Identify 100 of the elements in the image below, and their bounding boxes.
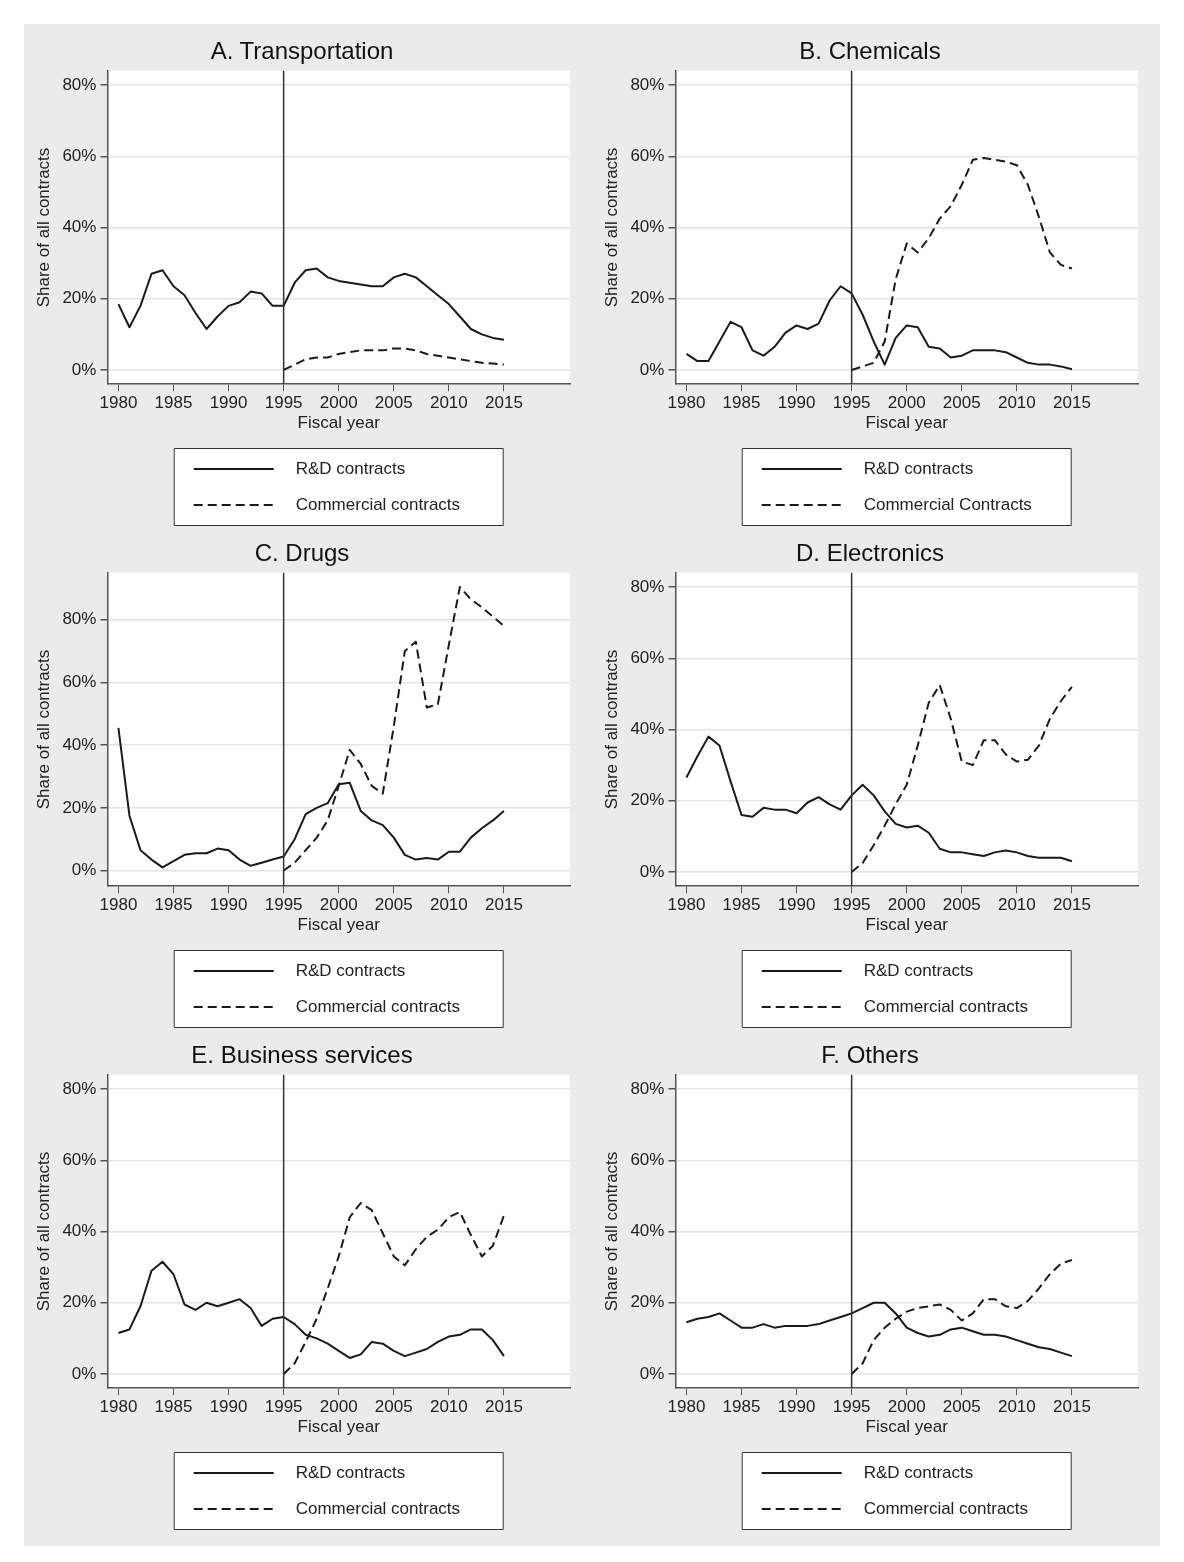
x-tick-label: 1985 xyxy=(722,1397,761,1417)
x-tick-label: 1995 xyxy=(264,895,303,915)
y-tick-label: 0% xyxy=(639,359,665,379)
y-axis-title: Share of all contracts xyxy=(33,649,53,810)
x-tick-label: 2005 xyxy=(942,895,981,915)
y-tick-label: 20% xyxy=(630,790,665,810)
x-tick-label: 1985 xyxy=(722,895,761,915)
legend-label: R&D contracts xyxy=(295,458,406,478)
x-tick-label: 1985 xyxy=(154,895,193,915)
x-tick-label: 1985 xyxy=(154,393,193,413)
legend-label: R&D contracts xyxy=(863,1462,974,1482)
chart-title: C. Drugs xyxy=(254,539,350,567)
legend-label: Commercial Contracts xyxy=(863,494,1032,514)
y-tick-label: 60% xyxy=(62,672,97,692)
x-tick-label: 2005 xyxy=(942,393,981,413)
x-axis-title: Fiscal year xyxy=(297,915,381,935)
y-tick-label: 20% xyxy=(630,288,665,308)
x-tick-label: 2000 xyxy=(319,895,358,915)
legend-label: R&D contracts xyxy=(295,960,406,980)
y-tick-label: 60% xyxy=(62,145,97,165)
y-tick-label: 20% xyxy=(62,288,97,308)
y-tick-label: 60% xyxy=(62,1149,97,1169)
y-axis-title: Share of all contracts xyxy=(601,649,621,810)
x-tick-label: 1990 xyxy=(209,393,248,413)
x-tick-label: 2005 xyxy=(374,393,413,413)
x-tick-label: 2010 xyxy=(997,393,1036,413)
x-tick-label: 1980 xyxy=(99,1397,138,1417)
x-tick-label: 1985 xyxy=(722,393,761,413)
y-tick-label: 60% xyxy=(630,1149,665,1169)
x-tick-label: 2015 xyxy=(1053,1397,1091,1417)
chart-title: E. Business services xyxy=(191,1041,413,1069)
line-series xyxy=(282,347,505,371)
x-tick-label: 1985 xyxy=(154,1397,193,1417)
x-tick-label: 2015 xyxy=(1053,895,1091,915)
x-axis-title: Fiscal year xyxy=(865,915,949,935)
x-tick-label: 1990 xyxy=(209,1397,248,1417)
x-axis-title: Fiscal year xyxy=(865,413,949,433)
y-axis-title: Share of all contracts xyxy=(601,1151,621,1312)
x-tick-label: 1980 xyxy=(99,895,138,915)
x-tick-label: 2010 xyxy=(429,1397,468,1417)
y-tick-label: 0% xyxy=(71,1363,97,1383)
x-tick-label: 2015 xyxy=(1053,393,1091,413)
x-tick-label: 1980 xyxy=(99,393,138,413)
x-tick-label: 2015 xyxy=(485,895,523,915)
legend-label: R&D contracts xyxy=(295,1462,406,1482)
x-tick-label: 1980 xyxy=(667,895,706,915)
x-tick-label: 1990 xyxy=(209,895,248,915)
y-tick-label: 40% xyxy=(630,1221,665,1241)
y-tick-label: 40% xyxy=(62,217,97,237)
x-tick-label: 2005 xyxy=(374,1397,413,1417)
chart-title: F. Others xyxy=(821,1041,919,1069)
y-tick-label: 80% xyxy=(62,609,97,629)
y-axis-title: Share of all contracts xyxy=(601,147,621,308)
x-axis-title: Fiscal year xyxy=(297,413,381,433)
legend-label: Commercial contracts xyxy=(295,494,461,514)
y-tick-label: 0% xyxy=(71,860,97,880)
legend-label: Commercial contracts xyxy=(863,1498,1029,1518)
y-tick-label: 0% xyxy=(639,1363,665,1383)
legend-label: R&D contracts xyxy=(863,960,974,980)
y-tick-label: 40% xyxy=(630,719,665,739)
legend-label: Commercial contracts xyxy=(295,996,461,1016)
x-tick-label: 2000 xyxy=(319,1397,358,1417)
x-tick-label: 1990 xyxy=(777,895,816,915)
y-tick-label: 80% xyxy=(630,576,665,596)
x-tick-label: 2015 xyxy=(485,393,523,413)
y-axis-title: Share of all contracts xyxy=(33,147,53,308)
chart-title: B. Chemicals xyxy=(799,37,941,65)
x-axis-title: Fiscal year xyxy=(865,1417,949,1437)
chart-title: A. Transportation xyxy=(210,37,394,65)
x-tick-label: 2010 xyxy=(429,895,468,915)
y-tick-label: 60% xyxy=(630,647,665,667)
y-tick-label: 60% xyxy=(630,145,665,165)
x-tick-label: 2000 xyxy=(319,393,358,413)
legend-label: Commercial contracts xyxy=(295,1498,461,1518)
y-tick-label: 80% xyxy=(630,74,665,94)
y-axis-title: Share of all contracts xyxy=(33,1151,53,1312)
x-tick-label: 1995 xyxy=(264,393,303,413)
y-tick-label: 80% xyxy=(62,74,97,94)
y-tick-label: 0% xyxy=(639,861,665,881)
x-tick-label: 1995 xyxy=(832,1397,871,1417)
y-tick-label: 20% xyxy=(62,797,97,817)
x-tick-label: 1990 xyxy=(777,393,816,413)
x-tick-label: 1980 xyxy=(667,1397,706,1417)
chart-title: D. Electronics xyxy=(795,539,945,567)
x-tick-label: 2010 xyxy=(997,895,1036,915)
x-axis-title: Fiscal year xyxy=(297,1417,381,1437)
y-tick-label: 80% xyxy=(630,1078,665,1098)
x-tick-label: 2000 xyxy=(887,1397,926,1417)
x-tick-label: 2005 xyxy=(942,1397,981,1417)
legend-label: Commercial contracts xyxy=(863,996,1029,1016)
y-tick-label: 40% xyxy=(62,734,97,754)
x-tick-label: 2010 xyxy=(429,393,468,413)
x-tick-label: 1980 xyxy=(667,393,706,413)
x-tick-label: 2010 xyxy=(997,1397,1036,1417)
y-tick-label: 20% xyxy=(630,1292,665,1312)
y-tick-label: 40% xyxy=(62,1221,97,1241)
x-tick-label: 2000 xyxy=(887,393,926,413)
y-tick-label: 0% xyxy=(71,359,97,379)
y-tick-label: 20% xyxy=(62,1292,97,1312)
x-tick-label: 1995 xyxy=(264,1397,303,1417)
